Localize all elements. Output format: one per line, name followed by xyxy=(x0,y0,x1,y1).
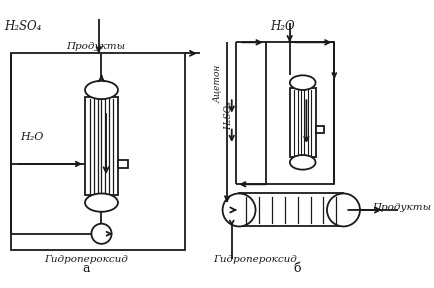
Bar xyxy=(118,160,128,168)
Text: H₂O: H₂O xyxy=(20,132,43,142)
Text: H₂SO₄: H₂SO₄ xyxy=(224,101,233,130)
Bar xyxy=(266,42,334,184)
Text: Продукты: Продукты xyxy=(66,42,125,51)
Ellipse shape xyxy=(290,155,316,170)
Bar xyxy=(85,97,118,195)
Bar xyxy=(239,194,343,226)
Ellipse shape xyxy=(85,194,118,212)
Text: Продукты: Продукты xyxy=(372,203,431,212)
Text: Гидропероксид: Гидропероксид xyxy=(214,255,297,264)
Bar xyxy=(316,126,324,133)
Ellipse shape xyxy=(327,194,360,226)
Ellipse shape xyxy=(223,194,256,226)
Text: H₂SO₄: H₂SO₄ xyxy=(5,20,42,33)
Ellipse shape xyxy=(85,81,118,99)
Ellipse shape xyxy=(290,75,316,90)
Bar xyxy=(11,53,185,250)
Text: H₂O: H₂O xyxy=(270,20,295,33)
Text: Ацетон: Ацетон xyxy=(213,65,222,103)
Text: а: а xyxy=(82,262,90,275)
Text: б: б xyxy=(293,262,301,275)
Bar xyxy=(290,88,316,157)
Text: Гидропероксид: Гидропероксид xyxy=(44,255,128,264)
Circle shape xyxy=(92,224,112,244)
